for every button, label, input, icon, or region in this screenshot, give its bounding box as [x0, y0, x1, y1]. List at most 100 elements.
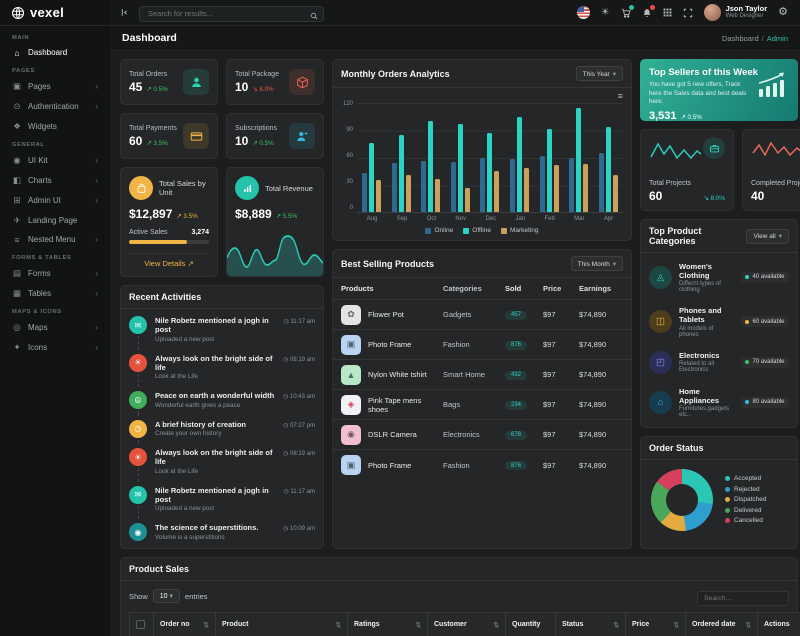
activity-item: ◷ A brief history of creation Create your… [121, 416, 323, 444]
view-all-dropdown[interactable]: View all ▾ [746, 228, 789, 244]
activity-time: ◷ 08:19 am [283, 451, 315, 457]
sun-icon: ☀ [129, 448, 147, 466]
notifications-badge [649, 4, 655, 10]
sidebar-section-main: MAIN [12, 35, 30, 41]
col-ordered-date[interactable]: Ordered date ⇅ [685, 611, 758, 636]
col-product[interactable]: Product ⇅ [215, 611, 348, 636]
search-input[interactable] [139, 5, 324, 22]
chevron-right-icon: › [95, 175, 98, 185]
cart-icon[interactable] [621, 4, 634, 18]
message-icon: ✉ [129, 316, 147, 334]
charts-icon: ◧ [12, 174, 22, 185]
sidebar-item-charts[interactable]: ◧ Charts › [12, 174, 98, 185]
sidebar-item-widgets[interactable]: ❖ Widgets [13, 120, 57, 131]
product-thumbnail: ▣ [341, 455, 361, 475]
col-order-no[interactable]: Order no ⇅ [153, 611, 216, 636]
teal-sparkline [650, 142, 702, 160]
period-dropdown[interactable]: This Month ▾ [570, 256, 623, 271]
stat-card-subscriptions: Subscriptions 10 ↗ 0.5% [226, 113, 324, 159]
trend-up: ↗ 0.5% [146, 85, 168, 93]
product-sales-table: Order no ⇅ Product ⇅ Ratings ⇅ Customer ⇅ Qu… [129, 611, 800, 636]
app-logo[interactable]: vexel [0, 0, 110, 25]
col-ratings[interactable]: Ratings ⇅ [347, 611, 428, 636]
notifications-bell-icon[interactable] [642, 4, 655, 18]
chevron-right-icon: › [95, 235, 98, 244]
user-role: Web Designer [725, 13, 764, 20]
table-search-input[interactable] [697, 590, 789, 606]
monthly-legend: Online Offline Marketing [341, 227, 623, 234]
sidebar-item-ui-kit[interactable]: ◉ UI Kit › [13, 154, 98, 165]
forms-icon: ▤ [12, 267, 22, 278]
sidebar-item-nested-menu[interactable]: ≡ Nested Menu › [0, 230, 110, 249]
sidebar-item-dashboard[interactable]: ⌂ Dashboard [0, 43, 110, 62]
activity-item: ◉ The science of superstitions. Volume is… [121, 519, 323, 548]
breadcrumb-parent[interactable]: Dashboard [721, 33, 759, 43]
sidebar-item-admin-ui[interactable]: ⊞ Admin UI › [13, 194, 98, 205]
sold-badge: 876 [505, 461, 528, 471]
trend-down: ↘ 8.0% [252, 85, 274, 93]
breadcrumb: Dashboard / Admin [721, 33, 788, 43]
home-appliances-icon: ⌂ [649, 390, 672, 414]
user-name: Json Taylor [725, 4, 768, 14]
main-content: Dashboard Dashboard / Admin Total Orders 4… [110, 26, 800, 636]
best-selling-row: ▣ Photo Frame Fashion 876 $97 $74,890 [333, 450, 631, 480]
sidebar-item-maps[interactable]: ◎ Maps › [13, 321, 98, 332]
settings-gear-icon[interactable]: ⚙ [778, 6, 788, 18]
tables-icon: ▦ [12, 287, 22, 298]
sidebar: MAIN ⌂ Dashboard PAGES ▣ Pages › ⊙ Authentic… [0, 26, 110, 636]
sidebar-item-icons[interactable]: ✦ Icons › [13, 341, 98, 352]
chevron-right-icon: › [95, 288, 98, 298]
sidebar-item-forms[interactable]: ▤ Forms › [12, 267, 98, 278]
select-all-checkbox[interactable] [136, 620, 145, 629]
theme-toggle-icon[interactable]: ☀ [600, 6, 610, 18]
language-flag-icon[interactable] [576, 6, 590, 19]
ui-kit-icon: ◉ [13, 154, 21, 165]
page-size-select[interactable]: 10 ▾ [152, 589, 181, 603]
sidebar-item-authentication[interactable]: ⊙ Authentication › [13, 100, 98, 111]
column-left: Total Orders 45 ↗ 0.5% Total Package 10 ↘ … [120, 59, 324, 549]
sidebar-item-landing-page[interactable]: ✈ Landing Page [13, 214, 78, 225]
message-icon: ✉ [129, 485, 147, 504]
sort-icon: ⇅ [673, 621, 679, 629]
user-menu[interactable]: Json Taylor Web Designer [703, 4, 768, 21]
category-item: ◬ Women's Clothing Differnt types of clot… [641, 255, 797, 300]
col-status[interactable]: Status ⇅ [555, 611, 626, 636]
fullscreen-icon[interactable] [683, 8, 693, 18]
period-dropdown[interactable]: This Year ▾ [575, 66, 623, 81]
sold-badge: 432 [505, 370, 528, 380]
order-status-legend: Accepted Rejected Dispatched Delivered Cance… [725, 475, 767, 524]
sidebar-collapse-icon[interactable] [120, 8, 129, 17]
sidebar-item-tables[interactable]: ▦ Tables › [12, 287, 98, 298]
logo-text: vexel [30, 5, 65, 20]
col-quantity[interactable]: Quantity [505, 611, 556, 636]
chevron-right-icon: › [95, 322, 98, 332]
package-box-icon [289, 69, 315, 95]
total-revenue-card: Total Revenue $8,889 ↗ 5.5% [226, 167, 324, 277]
briefcase-icon [703, 137, 725, 159]
user-icon [183, 69, 209, 95]
sold-badge: 678 [505, 430, 528, 440]
col-customer[interactable]: Customer ⇅ [427, 611, 506, 636]
activity-item: ✉ Nile Robetz mentioned a jogh in post Up… [121, 482, 323, 519]
best-selling-row: ▲ Nylon White tshirt Smart Home 432 $97 $7… [333, 360, 631, 390]
view-details-link[interactable]: View Details ↗ [129, 253, 209, 268]
col-price[interactable]: Price ⇅ [625, 611, 686, 636]
chevron-right-icon: › [95, 155, 98, 165]
apps-grid-icon[interactable] [663, 8, 672, 17]
clock-icon: ◷ [129, 419, 147, 438]
col-actions: Actions [757, 611, 800, 636]
electronics-icon: ◰ [649, 350, 672, 374]
product-thumbnail: ▲ [341, 364, 361, 385]
trend-up: ↗ 0.5% [252, 139, 274, 147]
search-icon[interactable] [310, 7, 318, 25]
stat-cards: Total Orders 45 ↗ 0.5% Total Package 10 ↘ … [120, 59, 324, 159]
icons-icon: ✦ [13, 341, 21, 352]
trend-up: ↗ 5.5% [275, 213, 298, 220]
growth-chart-icon [758, 72, 784, 97]
logo-icon [11, 6, 25, 19]
sidebar-item-pages[interactable]: ▣ Pages › [12, 80, 98, 91]
chart-menu-icon[interactable]: ≡ [617, 91, 623, 101]
activity-time: ◷ 10:09 am [283, 526, 315, 532]
category-item: ◰ Electronics Related to all Electronics … [641, 344, 797, 380]
breadcrumb-current: Admin [766, 33, 788, 43]
